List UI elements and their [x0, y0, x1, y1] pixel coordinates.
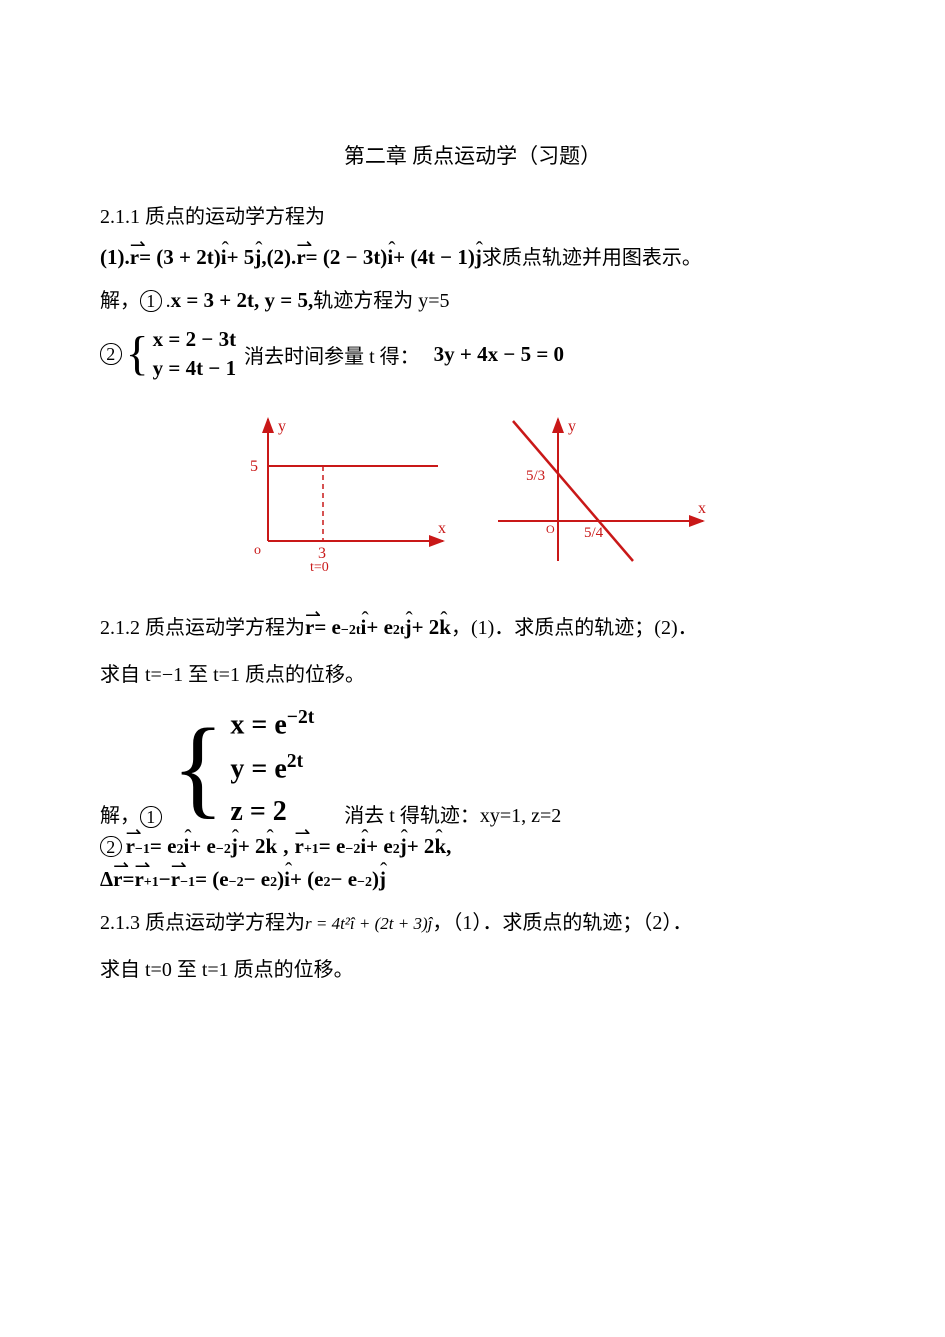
exp-m2-b: −2 [345, 842, 360, 858]
eq2-vec-r: r [296, 245, 305, 270]
dr-close2: ) [372, 867, 379, 892]
dr-plus: + (e [290, 867, 324, 892]
p212-j: j [405, 615, 412, 640]
p213-eq: r = 4t²î + (2t + 3)ĵ [305, 914, 432, 934]
dr-rp1: r [134, 867, 143, 892]
sol-prefix: 解， [100, 284, 140, 313]
p212-l2: 求自 t=−1 至 t=1 质点的位移。 [100, 658, 365, 687]
p212-header-line1: 2.1.2 质点运动学方程为 r = e −2t i + e 2t j + 2 … [100, 611, 845, 640]
sys-x: x = e−2t [230, 707, 314, 741]
step2-eq1: x = 2 − 3t [153, 327, 236, 352]
graph-2: y x O 5/3 5/4 [488, 411, 718, 571]
circled-1: 1 [140, 290, 162, 312]
p212-solution-step1: 解， 1 { x = e−2t y = e2t z = 2 消去 t 得轨迹：x… [100, 707, 845, 828]
g1-t0-label: t=0 [310, 560, 329, 571]
problem-2-1-1-header: 2.1.1 质点的运动学方程为 [100, 200, 845, 229]
p213-header-line1: 2.1.3 质点运动学方程为 r = 4t²î + (2t + 3)ĵ ，（1）… [100, 906, 845, 935]
p211-trailing: 求质点轨迹并用图表示。 [482, 241, 702, 270]
p212-exp1: −2t [341, 623, 361, 639]
eq1-i: i [221, 245, 227, 270]
p212-trail1: 消去 t 得轨迹：xy=1, z=2 [344, 799, 561, 828]
plus-e-m2: + e [189, 834, 216, 859]
j-p1: j [400, 834, 407, 859]
eq2-j: j [475, 245, 482, 270]
eq1-vec-r: r [130, 245, 139, 270]
delta-r: r [113, 867, 122, 892]
p211-solution-step2: 2 { x = 2 − 3t y = 4t − 1 消去时间参量 t 得： 3y… [100, 327, 845, 381]
eq2-body: = (2 − 3t) [306, 245, 388, 270]
g1-y-label: y [278, 418, 286, 435]
g2-y-label: y [568, 418, 576, 435]
chapter-title: 第二章 质点运动学（习题） [100, 140, 845, 170]
eq2-plus: + (4t − 1) [393, 245, 475, 270]
dr-rm1: r [171, 867, 180, 892]
step1-eq: x = 3 + 2t, y = 5, [171, 288, 314, 313]
circled-1-212: 1 [140, 806, 162, 828]
dr-exp-m2: −2 [229, 875, 244, 891]
g1-5-label: 5 [250, 458, 258, 475]
exp-2-b: 2 [393, 842, 400, 858]
p212-header-pre: 2.1.2 质点运动学方程为 [100, 611, 305, 640]
eq1-plus: + 5 [227, 245, 255, 270]
dr-i: i [284, 867, 290, 892]
eq1-j: j [254, 245, 261, 270]
p212-header-line2: 求自 t=−1 至 t=1 质点的位移。 [100, 658, 845, 687]
p212-header-mid: ，(1)．求质点的轨迹；(2)． [451, 611, 698, 640]
i-p1: i [360, 834, 366, 859]
j-m1: j [231, 834, 238, 859]
plus-2k-b: + 2 [407, 834, 435, 859]
p212-k: k [439, 615, 451, 640]
delta-pre: Δ [100, 867, 113, 892]
eq1-label: (1). [100, 245, 130, 270]
plus-2k-a: + 2 [238, 834, 266, 859]
p213-header-mid: ，（1）．求质点的轨迹；（2）． [432, 906, 692, 935]
p213-header-pre: 2.1.3 质点运动学方程为 [100, 906, 305, 935]
p212-step2-line1: 2 r −1 = e 2 i + e −2 j + 2 k , r +1 = e… [100, 834, 845, 859]
graph-1: y x o 5 3 t=0 [228, 411, 458, 571]
circled-2: 2 [100, 343, 122, 365]
p212-exp2: 2t [393, 623, 405, 639]
g1-o-label: o [254, 543, 261, 558]
p213-header-line2: 求自 t=0 至 t=1 质点的位移。 [100, 953, 845, 982]
p211-equation-line: (1). r = (3 + 2t) i + 5 j , (2). r = (2 … [100, 241, 845, 270]
r-p1: r [294, 834, 303, 859]
g2-54-label: 5/4 [584, 525, 604, 541]
dr-close1: ) [277, 867, 284, 892]
graphs-container: y x o 5 3 t=0 y x O 5/3 5/4 [100, 411, 845, 571]
dr-exp-2: 2 [270, 875, 277, 891]
g2-x-label: x [698, 500, 706, 517]
step2-eq2: y = 4t − 1 [153, 356, 236, 381]
dr-mine2: − e [331, 867, 358, 892]
g2-o-label: O [546, 522, 555, 536]
eq2-label: (2). [267, 245, 297, 270]
plus-e-2: + e [366, 834, 393, 859]
g2-53-label: 5/3 [526, 468, 545, 484]
r-p1-e1: = e [319, 834, 346, 859]
k-m1: k [266, 834, 278, 859]
dr-exp-2b: 2 [324, 875, 331, 891]
exp-m2-a: −2 [216, 842, 231, 858]
p212-plus1: + e [366, 615, 393, 640]
eq1-body: = (3 + 2t) [139, 245, 221, 270]
p212-plus2: + 2 [412, 615, 440, 640]
p212-r: r [305, 615, 314, 640]
sys-y: y = e2t [230, 751, 314, 785]
p212-i: i [361, 615, 367, 640]
p212-delta-r: Δ r = r +1 − r −1 = (e −2 − e 2 ) i + (e… [100, 867, 845, 892]
dr-mine: − e [244, 867, 271, 892]
eq2-i: i [387, 245, 393, 270]
g1-x-label: x [438, 520, 446, 537]
circled-2-212: 2 [100, 836, 122, 858]
k-p1: k [434, 834, 446, 859]
dr-minus: − [159, 867, 171, 892]
step2-trail: 消去时间参量 t 得： [244, 340, 420, 369]
p211-solution-step1: 解， 1 . x = 3 + 2t, y = 5, 轨迹方程为 y=5 [100, 284, 845, 313]
p213-l2: 求自 t=0 至 t=1 质点的位移。 [100, 953, 354, 982]
dr-exp-m2b: −2 [357, 875, 372, 891]
step2-result: 3y + 4x − 5 = 0 [434, 342, 564, 367]
step1-trail: 轨迹方程为 y=5 [313, 284, 449, 313]
dr-body1: = (e [195, 867, 229, 892]
dr-j: j [379, 867, 386, 892]
